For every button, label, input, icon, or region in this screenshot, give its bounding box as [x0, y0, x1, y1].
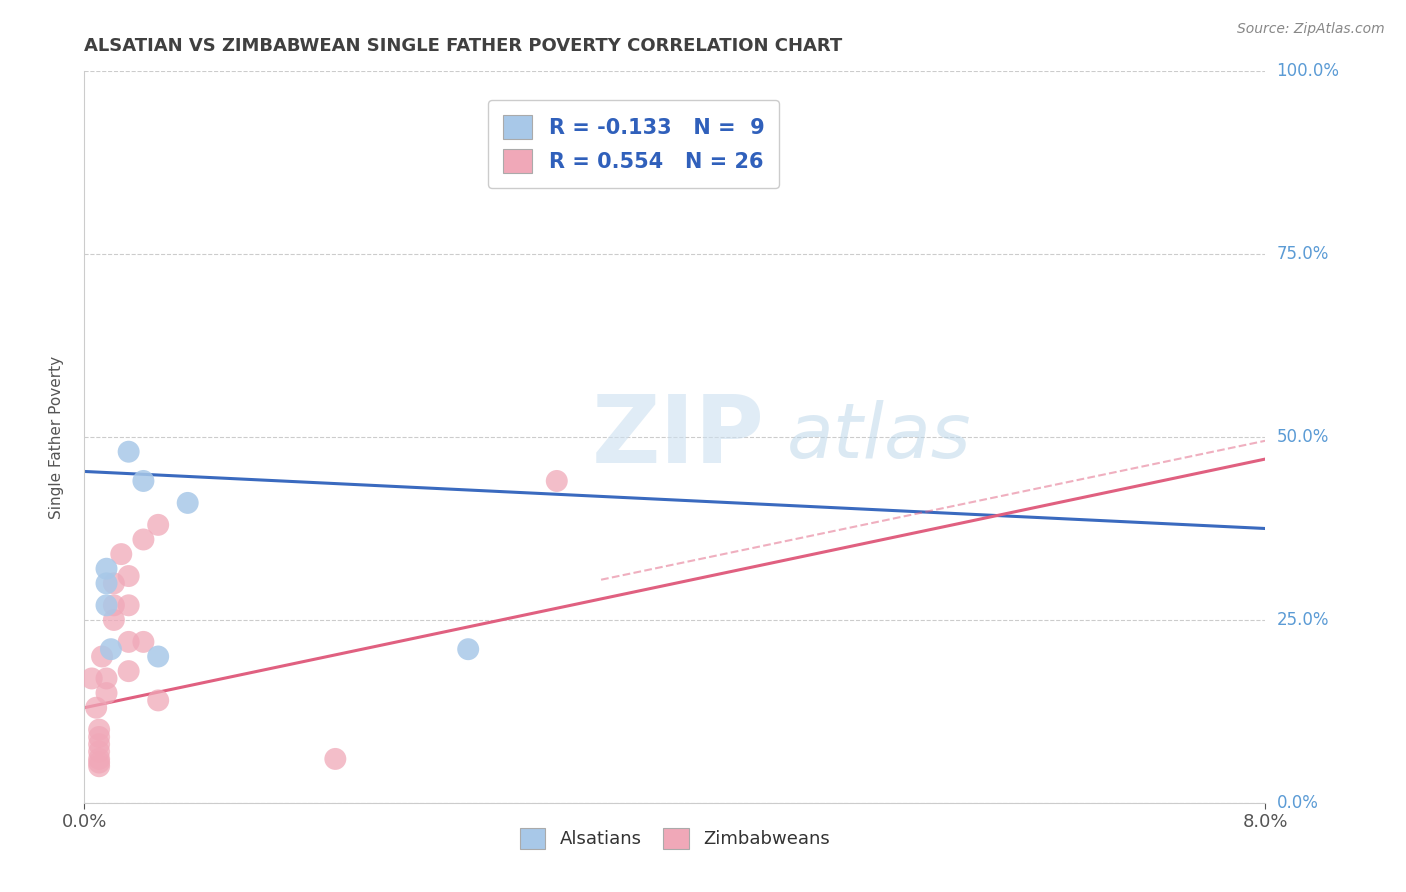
- Point: [132, 635, 155, 649]
- Text: 75.0%: 75.0%: [1277, 245, 1329, 263]
- Point: [87, 737, 111, 751]
- Point: [96, 686, 118, 700]
- Point: [177, 496, 200, 510]
- Text: ZIP: ZIP: [592, 391, 765, 483]
- Point: [80, 672, 103, 686]
- Point: [148, 517, 170, 532]
- Point: [91, 649, 114, 664]
- Point: [87, 723, 111, 737]
- Text: ALSATIAN VS ZIMBABWEAN SINGLE FATHER POVERTY CORRELATION CHART: ALSATIAN VS ZIMBABWEAN SINGLE FATHER POV…: [84, 37, 842, 54]
- Point: [103, 613, 125, 627]
- Y-axis label: Single Father Poverty: Single Father Poverty: [49, 356, 63, 518]
- Point: [103, 599, 125, 613]
- Point: [118, 599, 141, 613]
- Point: [148, 649, 170, 664]
- Legend: Alsatians, Zimbabweans: Alsatians, Zimbabweans: [513, 821, 837, 856]
- Text: 25.0%: 25.0%: [1277, 611, 1329, 629]
- Point: [87, 730, 111, 744]
- Point: [96, 562, 118, 576]
- Point: [84, 700, 107, 714]
- Point: [87, 745, 111, 759]
- Text: 0.0%: 0.0%: [1277, 794, 1319, 812]
- Point: [118, 664, 141, 678]
- Point: [96, 599, 118, 613]
- Point: [87, 752, 111, 766]
- Point: [96, 672, 118, 686]
- Point: [87, 759, 111, 773]
- Point: [110, 547, 132, 561]
- Text: 100.0%: 100.0%: [1277, 62, 1340, 80]
- Point: [132, 533, 155, 547]
- Point: [118, 635, 141, 649]
- Point: [118, 444, 141, 458]
- Point: [546, 474, 568, 488]
- Point: [103, 576, 125, 591]
- Point: [325, 752, 347, 766]
- Point: [132, 474, 155, 488]
- Point: [457, 642, 479, 657]
- Text: atlas: atlas: [787, 401, 972, 474]
- Point: [87, 756, 111, 770]
- Point: [148, 693, 170, 707]
- Point: [100, 642, 122, 657]
- Text: Source: ZipAtlas.com: Source: ZipAtlas.com: [1237, 22, 1385, 37]
- Point: [118, 569, 141, 583]
- Point: [96, 576, 118, 591]
- Text: 50.0%: 50.0%: [1277, 428, 1329, 446]
